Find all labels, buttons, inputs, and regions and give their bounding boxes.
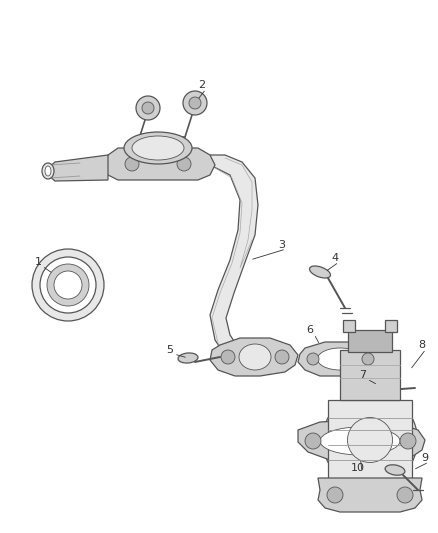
Text: 3: 3: [279, 240, 286, 250]
Circle shape: [221, 350, 235, 364]
Ellipse shape: [32, 249, 104, 321]
Ellipse shape: [368, 383, 388, 393]
Circle shape: [136, 96, 160, 120]
Circle shape: [275, 350, 289, 364]
Bar: [340, 350, 400, 400]
Polygon shape: [48, 155, 108, 181]
Polygon shape: [103, 148, 215, 180]
Circle shape: [305, 433, 321, 449]
Ellipse shape: [318, 348, 363, 370]
Ellipse shape: [40, 257, 96, 313]
Text: 2: 2: [198, 80, 205, 90]
Bar: [385, 320, 397, 332]
Circle shape: [307, 353, 319, 365]
Ellipse shape: [347, 417, 392, 463]
Text: 4: 4: [332, 253, 339, 263]
Ellipse shape: [239, 344, 271, 370]
Ellipse shape: [310, 266, 331, 278]
Ellipse shape: [42, 163, 54, 179]
Ellipse shape: [335, 405, 405, 475]
Ellipse shape: [124, 132, 192, 164]
Ellipse shape: [47, 264, 89, 306]
Ellipse shape: [178, 353, 198, 363]
Ellipse shape: [385, 465, 405, 475]
Ellipse shape: [54, 271, 82, 299]
Circle shape: [125, 157, 139, 171]
Polygon shape: [298, 420, 425, 462]
Text: 1: 1: [35, 257, 42, 267]
Text: 8: 8: [418, 340, 426, 350]
Polygon shape: [318, 478, 422, 512]
Text: 6: 6: [307, 325, 314, 335]
Text: 10: 10: [351, 463, 365, 473]
Circle shape: [400, 433, 416, 449]
Circle shape: [327, 487, 343, 503]
Circle shape: [177, 157, 191, 171]
Ellipse shape: [45, 166, 51, 176]
Ellipse shape: [322, 392, 417, 488]
Bar: [343, 320, 355, 332]
Ellipse shape: [320, 427, 400, 455]
Circle shape: [183, 91, 207, 115]
Polygon shape: [298, 342, 382, 376]
Circle shape: [189, 97, 201, 109]
Circle shape: [142, 102, 154, 114]
Bar: [328, 400, 412, 480]
Circle shape: [362, 353, 374, 365]
Text: 5: 5: [166, 345, 173, 355]
Text: 9: 9: [421, 453, 428, 463]
Text: 7: 7: [360, 370, 367, 380]
Bar: [348, 330, 392, 352]
Polygon shape: [210, 155, 280, 365]
Ellipse shape: [132, 136, 184, 160]
Circle shape: [397, 487, 413, 503]
Polygon shape: [210, 338, 298, 376]
